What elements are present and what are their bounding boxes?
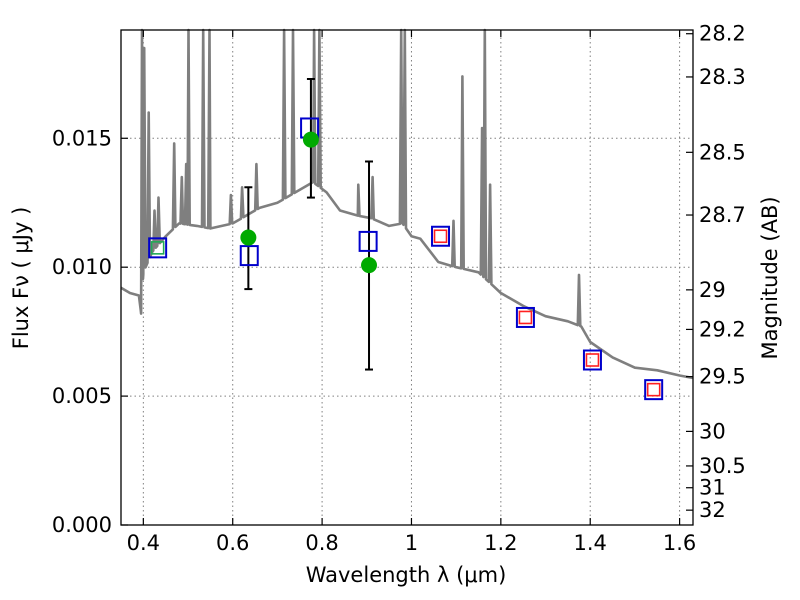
x-tick-label: 1.2 bbox=[484, 531, 517, 555]
model-photometry-square bbox=[431, 225, 451, 247]
y-tick-label-right: 28.3 bbox=[699, 65, 746, 89]
y-tick-label-left: 0.015 bbox=[52, 126, 112, 150]
model-photometry-square bbox=[515, 306, 535, 328]
x-axis-label: Wavelength λ (μm) bbox=[306, 563, 507, 587]
x-tick-label: 1 bbox=[405, 531, 418, 555]
y-tick-label-right: 28.2 bbox=[699, 22, 746, 46]
y-tick-label-left: 0.005 bbox=[52, 384, 112, 408]
model-photometry-square bbox=[148, 237, 168, 259]
photometry-inner-square-red bbox=[518, 310, 533, 325]
y-axis-label-right: Magnitude (AB) bbox=[758, 196, 782, 359]
x-tick-label: 0.4 bbox=[127, 531, 160, 555]
y-tick-label-left: 0.000 bbox=[52, 513, 112, 537]
y-tick-label-right: 29.2 bbox=[699, 317, 746, 341]
y-tick-label-right: 30.5 bbox=[699, 454, 746, 478]
y-tick-label-right: 32 bbox=[699, 498, 726, 522]
model-photometry-square bbox=[358, 230, 378, 252]
photometry-inner-square-green bbox=[150, 241, 165, 255]
y-tick-label-right: 28.5 bbox=[699, 140, 746, 164]
y-tick-label-left: 0.010 bbox=[52, 255, 112, 279]
x-tick-label: 1.4 bbox=[574, 531, 607, 555]
model-photometry-square bbox=[644, 379, 664, 401]
photometry-markers bbox=[148, 117, 664, 401]
photometry-inner-square-red bbox=[433, 229, 448, 244]
observed-flux-point bbox=[361, 257, 378, 274]
axis-ticks: 0.4 0.6 0.8 1 1.2 1.4 1.6 0.000 0.005 0.010 0.015 2… bbox=[52, 22, 746, 555]
y-axis-label-left: Flux Fν ( μJy ) bbox=[9, 207, 33, 350]
y-tick-label-right: 28.7 bbox=[699, 203, 746, 227]
photometry-inner-square-red bbox=[585, 353, 600, 367]
x-tick-label: 0.8 bbox=[305, 531, 338, 555]
y-tick-label-right: 30 bbox=[699, 419, 726, 443]
plot-frame bbox=[120, 29, 694, 526]
x-tick-label: 1.6 bbox=[663, 531, 696, 555]
photometry-inner-square-red bbox=[646, 382, 661, 397]
y-tick-label-right: 31 bbox=[699, 476, 726, 500]
y-tick-label-right: 29 bbox=[699, 278, 726, 302]
observed-flux-point bbox=[240, 229, 257, 246]
model-photometry-square bbox=[582, 349, 602, 371]
model-photometry-square bbox=[239, 245, 259, 267]
x-tick-label: 0.6 bbox=[216, 531, 249, 555]
observed-flux-point bbox=[302, 131, 319, 148]
y-tick-label-right: 29.5 bbox=[699, 365, 746, 389]
